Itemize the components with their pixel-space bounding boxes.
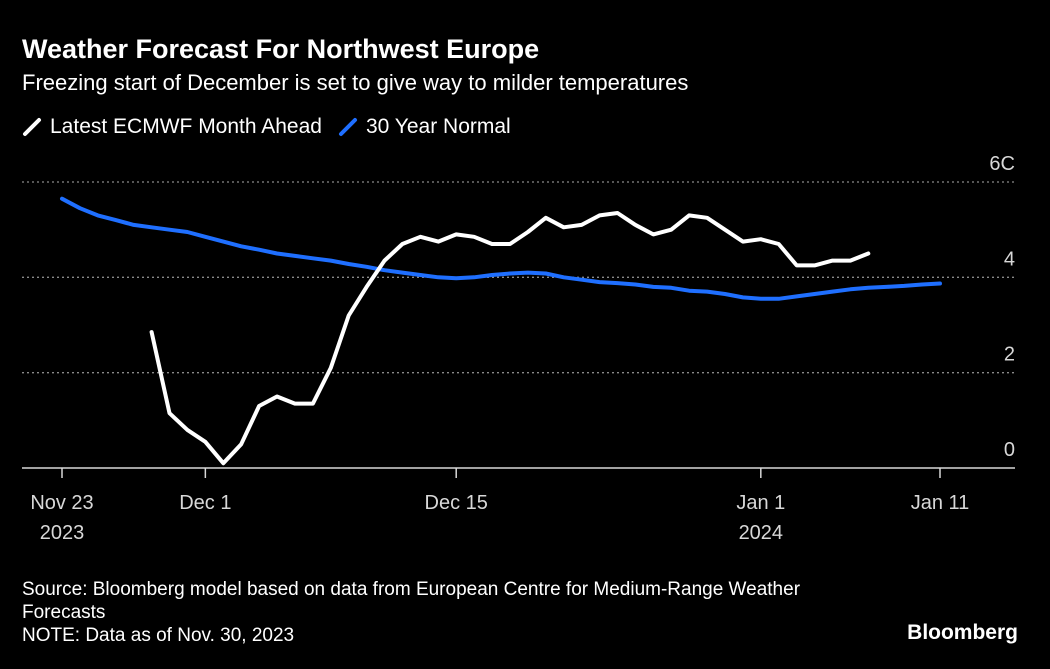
legend-label-normal: 30 Year Normal bbox=[365, 115, 511, 138]
legend-slash-icon-ecmwf bbox=[23, 118, 41, 136]
x-tick-sublabel-3: 2024 bbox=[739, 522, 784, 544]
x-tick-label-4: Jan 11 bbox=[911, 492, 970, 514]
legend-swatch-normal-line bbox=[338, 118, 357, 136]
x-tick-label-1: Dec 1 bbox=[179, 492, 231, 514]
x-tick-label-2: Dec 15 bbox=[425, 492, 488, 514]
chart-title: Weather Forecast For Northwest Europe bbox=[22, 34, 540, 64]
footer: Source: Bloomberg model based on data fr… bbox=[22, 578, 812, 647]
legend-item-ecmwf: Latest ECMWF Month Ahead bbox=[22, 115, 322, 139]
legend-item-normal: 30 Year Normal bbox=[338, 115, 511, 139]
y-tick-label-3: 6C bbox=[989, 153, 1015, 175]
x-tick-label-3: Jan 1 bbox=[736, 492, 785, 514]
legend-swatch-ecmwf-line bbox=[23, 118, 41, 136]
source-note: Source: Bloomberg model based on data fr… bbox=[22, 579, 801, 623]
legend-label-ecmwf: Latest ECMWF Month Ahead bbox=[50, 115, 322, 138]
data-note: NOTE: Data as of Nov. 30, 2023 bbox=[22, 625, 295, 646]
y-tick-label-0: 0 bbox=[1004, 439, 1015, 461]
series-line-ecmwf bbox=[149, 211, 871, 466]
y-tick-label-1: 2 bbox=[1004, 344, 1015, 366]
chart-subtitle: Freezing start of December is set to giv… bbox=[22, 70, 689, 95]
x-tick-label-0: Nov 23 bbox=[30, 492, 93, 514]
legend: Latest ECMWF Month Ahead 30 Year Normal bbox=[22, 115, 527, 139]
series-line-normal bbox=[60, 196, 942, 301]
legend-slash-icon-normal bbox=[338, 118, 357, 136]
y-tick-label-2: 4 bbox=[1004, 248, 1015, 270]
bloomberg-logo: Bloomberg bbox=[907, 621, 1018, 644]
x-tick-sublabel-0: 2023 bbox=[40, 522, 85, 544]
